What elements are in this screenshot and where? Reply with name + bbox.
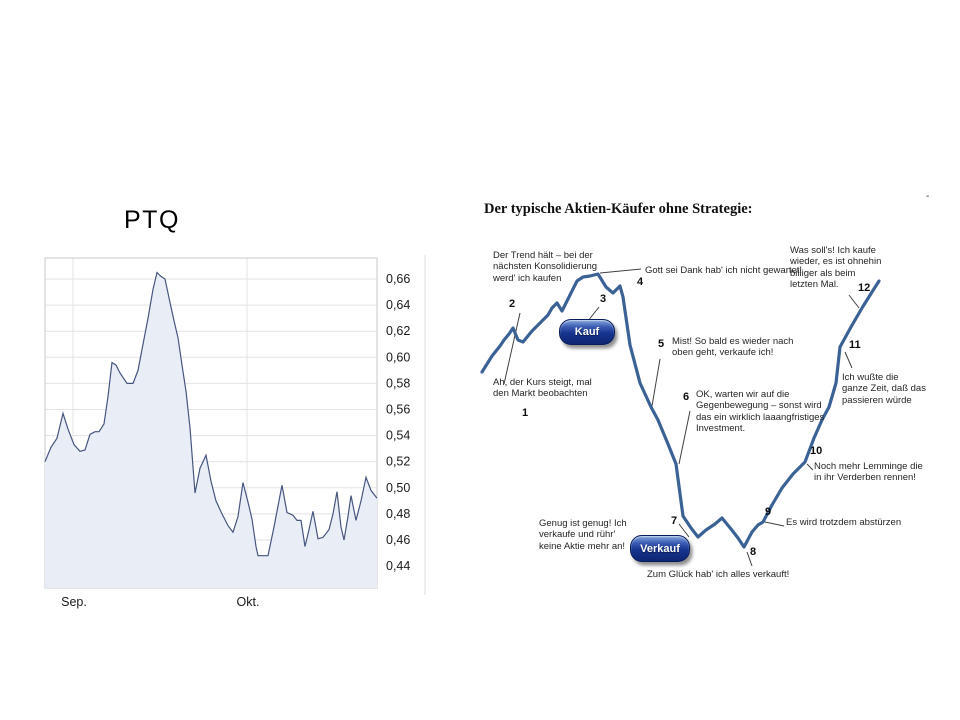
strategy-curve: [480, 272, 881, 549]
leader-line: [587, 306, 600, 322]
step-number-4: 4: [637, 276, 644, 288]
y-tick-label: 0,66: [386, 272, 410, 286]
leader-line: [844, 351, 853, 369]
step-number-8: 8: [750, 546, 757, 558]
y-tick-label: 0,56: [386, 403, 410, 417]
annotation-12: Was soll's! Ich kaufe wieder, es ist ohn…: [790, 245, 882, 291]
leader-line: [806, 463, 814, 471]
annotation-1: Ah, der Kurs steigt, mal den Markt beoba…: [493, 377, 592, 400]
strategy-curve-svg: [480, 268, 881, 567]
y-tick-label: 0,48: [386, 507, 410, 521]
leader-line: [746, 551, 753, 567]
left-chart-title: PTQ: [124, 206, 180, 234]
y-tick-label: 0,50: [386, 481, 410, 495]
step-number-11: 11: [849, 339, 861, 351]
verkauf-button[interactable]: Verkauf: [630, 535, 690, 562]
x-tick-label: Sep.: [61, 595, 87, 609]
leader-line: [503, 312, 521, 385]
annotation-10: Noch mehr Lemminge die in ihr Verderben …: [814, 461, 923, 484]
annotation-2: Der Trend hält – bei der nächsten Konsol…: [493, 250, 598, 284]
annotation-9: Es wird trotzdem abstürzen: [786, 517, 902, 528]
step-number-2: 2: [509, 298, 516, 310]
leader-line: [678, 410, 691, 465]
y-tick-label: 0,52: [386, 455, 410, 469]
annotation-4: Gott sei Dank hab' ich nicht gewartet!: [645, 265, 803, 276]
step-number-1: 1: [522, 407, 529, 419]
y-tick-label: 0,64: [386, 298, 410, 312]
leader-line: [651, 358, 661, 407]
ptq-line: [44, 271, 378, 557]
y-tick-label: 0,58: [386, 376, 410, 390]
x-tick-label: Okt.: [237, 595, 260, 609]
step-number-7: 7: [671, 515, 678, 527]
annotation-7: Genug ist genug! Ich verkaufe und rühr' …: [539, 518, 627, 552]
y-tick-label: 0,60: [386, 350, 410, 364]
y-tick-label: 0,44: [386, 559, 410, 573]
step-number-6: 6: [683, 391, 690, 403]
y-tick-label: 0,62: [386, 324, 410, 338]
top-right-dash: -: [926, 191, 930, 202]
step-number-5: 5: [658, 338, 665, 350]
ptq-area: [45, 272, 377, 588]
annotation-11: Ich wußte die ganze Zeit, daß das passie…: [842, 372, 926, 406]
leader-line: [764, 521, 785, 527]
kauf-button[interactable]: Kauf: [559, 319, 615, 345]
annotation-5: Mist! So bald es wieder nach oben geht, …: [672, 336, 794, 359]
y-tick-label: 0,54: [386, 429, 410, 443]
leader-line: [599, 268, 642, 274]
leader-line: [848, 294, 860, 309]
y-tick-label: 0,46: [386, 533, 410, 547]
leader-line: [678, 523, 690, 538]
step-number-3: 3: [600, 293, 607, 305]
annotation-8: Zum Glück hab' ich alles verkauft!: [647, 569, 790, 580]
step-number-9: 9: [765, 506, 772, 518]
step-number-12: 12: [858, 282, 871, 294]
annotation-6: OK, warten wir auf die Gegenbewegung – s…: [696, 389, 825, 435]
right-diagram-title: Der typische Aktien-Käufer ohne Strategi…: [484, 201, 753, 217]
step-number-10: 10: [810, 445, 823, 457]
ptq-stock-chart: 0,66 0,64 0,62 0,60 0,58 0,56 0,54 0,52 0,50 0,48…: [44, 255, 426, 609]
